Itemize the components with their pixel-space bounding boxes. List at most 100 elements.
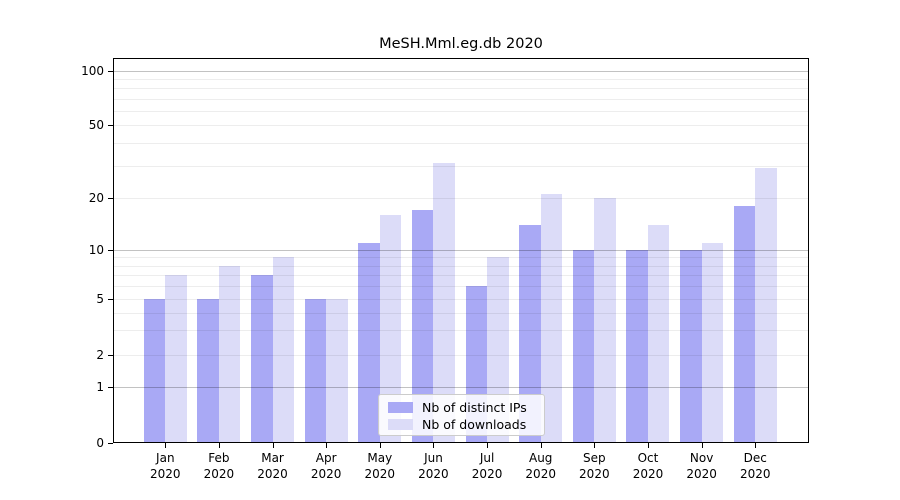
x-tick-month: Sep — [583, 451, 606, 465]
y-tick-mark-20 — [108, 198, 113, 199]
x-tick-month: Dec — [743, 451, 767, 465]
bar-downloads-mar — [272, 257, 295, 443]
gridline-minor-90 — [113, 79, 809, 80]
x-tick-year: 2020 — [739, 467, 771, 481]
x-tick-mark-oct — [647, 443, 649, 448]
bar-distinct-ips-may — [358, 242, 380, 443]
x-tick-year: 2020 — [686, 467, 717, 481]
x-tick-month: Aug — [528, 451, 553, 465]
gridline-minor-8 — [113, 266, 809, 267]
x-tick-label-jul: Jul 2020 — [460, 450, 514, 482]
x-tick-month: Mar — [261, 451, 284, 465]
x-tick-month: Jan — [156, 451, 175, 465]
bar-distinct-ips-aug — [519, 224, 541, 443]
legend: Nb of distinct IPs Nb of downloads — [378, 394, 545, 436]
gridline-major-10 — [113, 250, 809, 251]
x-tick-month: Oct — [637, 451, 659, 465]
legend-row-downloads: Nb of downloads — [388, 416, 536, 433]
bar-downloads-nov — [701, 242, 724, 443]
x-tick-label-feb: Feb 2020 — [192, 450, 246, 482]
gridline-minor-50 — [113, 125, 809, 126]
bar-downloads-aug — [540, 194, 563, 443]
bar-distinct-ips-jan — [143, 299, 166, 443]
gridline-minor-30 — [113, 166, 809, 167]
gridline-minor-5 — [113, 299, 809, 300]
x-tick-mark-apr — [326, 443, 328, 448]
bar-distinct-ips-oct — [626, 250, 648, 443]
y-tick-mark-2 — [108, 355, 113, 356]
x-tick-mark-may — [379, 443, 381, 448]
x-tick-mark-jan — [165, 443, 167, 448]
chart-title: MeSH.Mml.eg.db 2020 — [379, 36, 543, 52]
y-tick-mark-1 — [108, 387, 113, 388]
gridline-minor-9 — [113, 257, 809, 258]
legend-swatch-downloads — [388, 419, 413, 430]
gridline-major-100 — [113, 71, 809, 72]
x-tick-label-apr: Apr 2020 — [299, 450, 353, 482]
x-tick-mark-mar — [272, 443, 274, 448]
y-tick-label-1: 1 — [96, 380, 104, 394]
bar-downloads-jan — [165, 275, 187, 443]
bar-distinct-ips-nov — [680, 250, 702, 443]
x-tick-label-jan: Jan 2020 — [138, 450, 192, 482]
x-tick-month: May — [367, 451, 393, 465]
gridline-minor-3 — [113, 330, 809, 331]
x-tick-year: 2020 — [471, 467, 503, 481]
x-tick-label-sep: Sep 2020 — [567, 450, 621, 482]
legend-row-distinct-ips: Nb of distinct IPs — [388, 399, 536, 416]
y-tick-label-0: 0 — [96, 436, 104, 450]
bar-downloads-apr — [326, 299, 348, 443]
bar-downloads-sep — [594, 198, 616, 443]
y-tick-mark-100 — [108, 71, 113, 72]
y-tick-label-20: 20 — [88, 191, 104, 205]
y-tick-label-10: 10 — [88, 243, 104, 257]
legend-label-downloads: Nb of downloads — [422, 417, 527, 432]
x-tick-mark-dec — [755, 443, 757, 448]
bar-downloads-may — [379, 214, 402, 443]
x-tick-month: Jul — [479, 451, 495, 465]
gridline-minor-70 — [113, 99, 809, 100]
x-tick-label-mar: Mar 2020 — [246, 450, 300, 482]
x-tick-year: 2020 — [150, 467, 181, 481]
x-tick-month: Nov — [689, 451, 714, 465]
x-tick-year: 2020 — [525, 467, 556, 481]
y-tick-mark-50 — [108, 125, 113, 126]
bar-downloads-jun — [433, 163, 455, 443]
gridline-minor-6 — [113, 286, 809, 287]
x-tick-mark-jul — [487, 443, 489, 448]
x-tick-year: 2020 — [579, 467, 610, 481]
x-tick-mark-jun — [433, 443, 435, 448]
gridline-major-1 — [113, 387, 809, 388]
x-tick-mark-nov — [701, 443, 703, 448]
y-tick-label-50: 50 — [88, 118, 104, 132]
gridline-minor-80 — [113, 88, 809, 89]
bar-downloads-feb — [218, 265, 241, 443]
gridline-minor-2 — [113, 355, 809, 356]
y-tick-mark-0 — [108, 443, 113, 444]
x-tick-mark-aug — [540, 443, 542, 448]
x-tick-year: 2020 — [203, 467, 235, 481]
x-tick-year: 2020 — [364, 467, 396, 481]
x-tick-label-nov: Nov 2020 — [675, 450, 729, 482]
gridline-minor-7 — [113, 275, 809, 276]
y-tick-mark-10 — [108, 250, 113, 251]
bar-downloads-oct — [647, 224, 670, 443]
bar-distinct-ips-sep — [572, 250, 595, 443]
x-tick-month: Jun — [424, 451, 443, 465]
y-tick-label-5: 5 — [96, 292, 104, 306]
bar-distinct-ips-feb — [197, 299, 219, 443]
x-tick-mark-sep — [594, 443, 596, 448]
legend-label-distinct-ips: Nb of distinct IPs — [422, 400, 527, 415]
x-tick-year: 2020 — [418, 467, 449, 481]
bar-distinct-ips-mar — [251, 275, 273, 443]
x-tick-label-jun: Jun 2020 — [406, 450, 460, 482]
bar-distinct-ips-dec — [733, 205, 756, 443]
x-tick-mark-feb — [218, 443, 220, 448]
x-tick-month: Apr — [315, 451, 337, 465]
y-tick-mark-5 — [108, 299, 113, 300]
gridline-minor-20 — [113, 198, 809, 199]
bar-downloads-dec — [755, 168, 777, 443]
legend-swatch-distinct-ips — [388, 402, 413, 413]
bar-distinct-ips-apr — [304, 299, 327, 443]
